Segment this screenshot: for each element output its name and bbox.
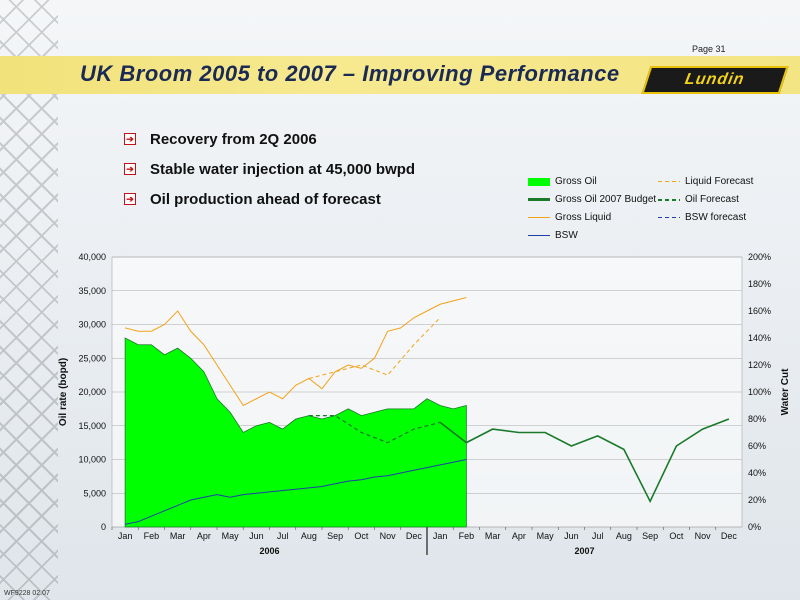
page-number: Page 31 (692, 44, 726, 54)
x-tick-label: Nov (380, 531, 397, 541)
legend-label: BSW forecast (685, 212, 747, 223)
bullet-text: Recovery from 2Q 2006 (150, 130, 317, 148)
bullet-list: ➔ Recovery from 2Q 2006 ➔ Stable water inj… (124, 124, 415, 214)
y2-tick-label: 20% (748, 495, 766, 505)
x-tick-label: Aug (616, 531, 632, 541)
y-tick-label: 10,000 (78, 455, 106, 465)
legend-label: Gross Liquid (555, 212, 612, 223)
legend-swatch (658, 181, 680, 182)
gross-oil-area (124, 337, 467, 528)
y2-tick-label: 200% (748, 252, 771, 262)
gross-liquid-line (125, 297, 467, 407)
oil-rig-background (0, 0, 58, 600)
legend-swatch (658, 217, 680, 218)
x-tick-label: Sep (642, 531, 658, 541)
legend-label: Oil Forecast (685, 194, 739, 205)
x-tick-label: Jul (277, 531, 289, 541)
x-tick-label: Dec (721, 531, 738, 541)
x-tick-label: Apr (197, 531, 211, 541)
legend-oil-forecast: Oil Forecast (658, 194, 739, 205)
bullet-item: ➔ Oil production ahead of forecast (124, 184, 415, 214)
year-label: 2007 (574, 546, 594, 556)
legend-bsw-forecast: BSW forecast (658, 212, 746, 223)
bullet-item: ➔ Stable water injection at 45,000 bwpd (124, 154, 415, 184)
legend-swatch (528, 235, 550, 236)
legend-liquid: Gross Liquid (528, 212, 611, 223)
y-tick-label: 30,000 (78, 320, 106, 330)
footer-code: WF9228 02.07 (4, 590, 50, 597)
x-tick-label: Apr (512, 531, 526, 541)
legend-label: Gross Oil (555, 176, 597, 187)
bullet-text: Oil production ahead of forecast (150, 190, 381, 208)
bullet-text: Stable water injection at 45,000 bwpd (150, 160, 416, 178)
slide-title: UK Broom 2005 to 2007 – Improving Perfor… (80, 61, 620, 86)
x-tick-label: Mar (485, 531, 501, 541)
x-tick-label: Oct (354, 531, 369, 541)
y-tick-label: 40,000 (78, 252, 106, 262)
legend-swatch (528, 217, 550, 218)
x-tick-label: Sep (327, 531, 343, 541)
y2-tick-label: 180% (748, 279, 771, 289)
y-tick-label: 25,000 (78, 353, 106, 363)
x-tick-label: Feb (459, 531, 475, 541)
y-axis-title: Oil rate (bopd) (58, 358, 69, 426)
x-tick-label: Jan (433, 531, 448, 541)
legend-gross-oil: Gross Oil (528, 176, 597, 187)
bsw-line (125, 459, 467, 525)
y2-tick-label: 140% (748, 333, 771, 343)
x-tick-label: Oct (669, 531, 684, 541)
y-tick-label: 20,000 (78, 387, 106, 397)
legend-label: BSW (555, 230, 578, 241)
x-tick-label: May (537, 531, 555, 541)
y2-tick-label: 60% (748, 441, 766, 451)
y-tick-label: 35,000 (78, 286, 106, 296)
x-tick-label: Nov (695, 531, 712, 541)
bullet-item: ➔ Recovery from 2Q 2006 (124, 124, 415, 154)
legend-swatch (528, 198, 550, 201)
legend-liquid-forecast: Liquid Forecast (658, 176, 753, 187)
y-tick-label: 15,000 (78, 421, 106, 431)
budget-line (439, 418, 730, 504)
arrow-icon: ➔ (124, 133, 136, 145)
x-tick-label: Mar (170, 531, 186, 541)
y-tick-label: 0 (101, 522, 106, 532)
x-tick-label: May (222, 531, 240, 541)
y2-axis-title: Water Cut (780, 368, 791, 416)
x-tick-label: Jan (118, 531, 133, 541)
legend-budget: Gross Oil 2007 Budget (528, 194, 656, 205)
liquid-forecast-line (308, 317, 441, 379)
y2-tick-label: 120% (748, 360, 771, 370)
y2-tick-label: 160% (748, 306, 771, 316)
y2-tick-label: 40% (748, 468, 766, 478)
arrow-icon: ➔ (124, 193, 136, 205)
y2-tick-label: 0% (748, 522, 761, 532)
x-tick-label: Jun (249, 531, 264, 541)
legend-label: Gross Oil 2007 Budget (555, 194, 657, 205)
year-label: 2006 (259, 546, 279, 556)
x-tick-label: Feb (144, 531, 160, 541)
oil-forecast-line (308, 415, 441, 444)
x-tick-label: Jul (592, 531, 604, 541)
y2-tick-label: 80% (748, 414, 766, 424)
y-tick-label: 5,000 (83, 488, 106, 498)
arrow-icon: ➔ (124, 163, 136, 175)
legend-swatch (528, 177, 550, 186)
x-tick-label: Aug (301, 531, 317, 541)
legend-label: Liquid Forecast (685, 176, 754, 187)
x-tick-label: Dec (406, 531, 423, 541)
legend-bsw: BSW (528, 230, 578, 241)
legend-swatch (658, 198, 680, 201)
x-tick-label: Jun (564, 531, 579, 541)
y2-tick-label: 100% (748, 387, 771, 397)
